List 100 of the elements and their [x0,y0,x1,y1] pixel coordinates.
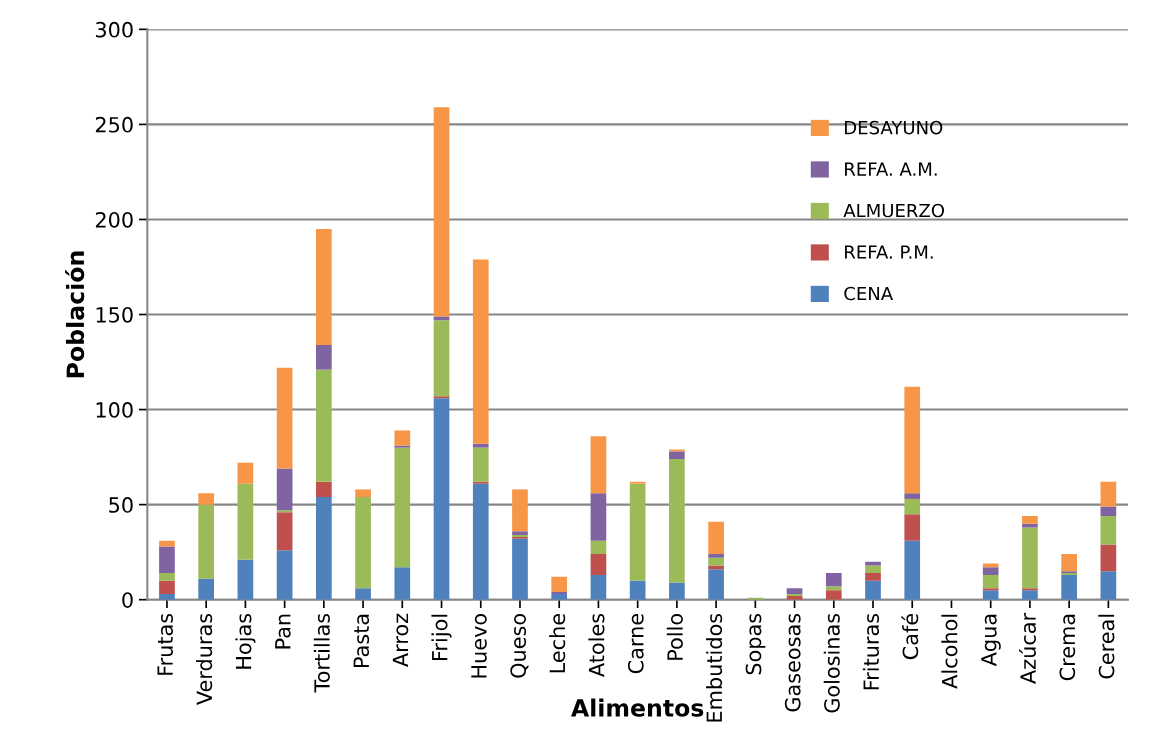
bar [1022,590,1038,600]
bar [237,559,254,600]
bar [316,228,332,345]
bar [1061,574,1077,600]
x-tick-label: Gaseosas [784,613,801,712]
bar [982,574,999,589]
bar [825,590,842,600]
bar [1022,516,1038,524]
x-tick-label: Verduras [196,613,213,705]
bar [590,574,607,600]
x-tick-label: Café [901,613,919,660]
legend-label: REFA. A.M. [845,162,937,176]
bar [708,557,724,566]
bar [786,588,803,594]
bar [1022,527,1038,589]
y-tick-label: 50 [109,497,133,513]
y-tick-label: 300 [95,21,133,38]
x-tick-label: Queso [510,614,529,678]
x-tick-label: Sopas [745,613,766,675]
y-tick-label: 250 [95,116,133,133]
bar [198,578,215,600]
y-tick-label: 100 [96,402,133,418]
legend-label: REFA. P.M. [845,245,933,259]
bar [159,546,175,574]
x-tick-label: Embutidos [706,613,723,722]
bar [590,540,607,555]
bar [198,504,215,579]
bar [276,367,293,469]
x-tick-label: Cereal [1098,614,1115,679]
bar [472,483,489,600]
bar [355,588,371,600]
x-tick-label: Pollo [666,614,683,660]
x-tick-label: Azúcar [1019,612,1036,684]
bar [355,497,371,589]
x-tick-label: Leche [549,613,566,673]
bar [904,498,921,515]
x-tick-label: Huevo [471,614,487,678]
bar [159,540,175,547]
bar [433,107,450,317]
bar [825,586,842,591]
legend-label: DESAYUNO [845,120,943,135]
x-axis-title: Alimentos [571,698,704,717]
bar [551,576,568,593]
bar [276,550,293,600]
bar [394,567,411,600]
bar [904,386,921,494]
bar [472,447,489,482]
bar [669,459,685,583]
bar [1100,481,1117,507]
bar [1061,554,1077,572]
x-tick-label: Pan [275,614,291,649]
bar [904,540,921,600]
bar [159,593,175,600]
bar [316,481,332,498]
x-tick-label: Atoles [588,613,605,677]
bar [433,398,450,600]
x-tick-label: Frijol [431,614,452,660]
bar [590,493,607,541]
bar [825,573,842,587]
bar [159,573,175,581]
bar [865,573,881,581]
bar [512,538,528,600]
bar [512,531,528,536]
x-tick-label: Hojas [235,613,256,669]
bar [237,483,254,560]
bar [708,569,724,600]
bar [316,344,332,370]
y-tick-label: 200 [95,211,133,228]
x-tick-label: Agua [981,614,1001,667]
bar [198,493,215,505]
x-tick-label: Crema [1059,614,1076,681]
bar [1100,571,1117,600]
x-tick-label: Golosinas [823,613,840,713]
bar [512,489,528,532]
bar [316,497,332,600]
bar [865,580,881,600]
bar [316,369,332,482]
bar [472,259,489,444]
bar [708,554,724,558]
bar [669,451,685,459]
y-axis-title: Población [65,251,85,378]
bar [904,493,921,499]
bar [394,430,411,446]
x-tick-label: Tortillas [313,613,330,693]
bar [1100,516,1117,545]
bar [590,436,607,494]
bar [433,316,450,321]
bar [276,468,293,511]
x-tick-label: Frituras [862,613,880,690]
legend-label: ALMUERZO [843,203,944,218]
x-tick-label: Pasta [353,614,370,668]
bar [237,462,254,484]
bar [708,521,724,555]
legend-label: CENA [844,286,893,301]
bar [433,320,450,397]
bar [590,554,607,575]
bar [904,514,921,541]
bar [276,512,293,551]
bar [629,483,646,581]
bar [394,447,411,568]
